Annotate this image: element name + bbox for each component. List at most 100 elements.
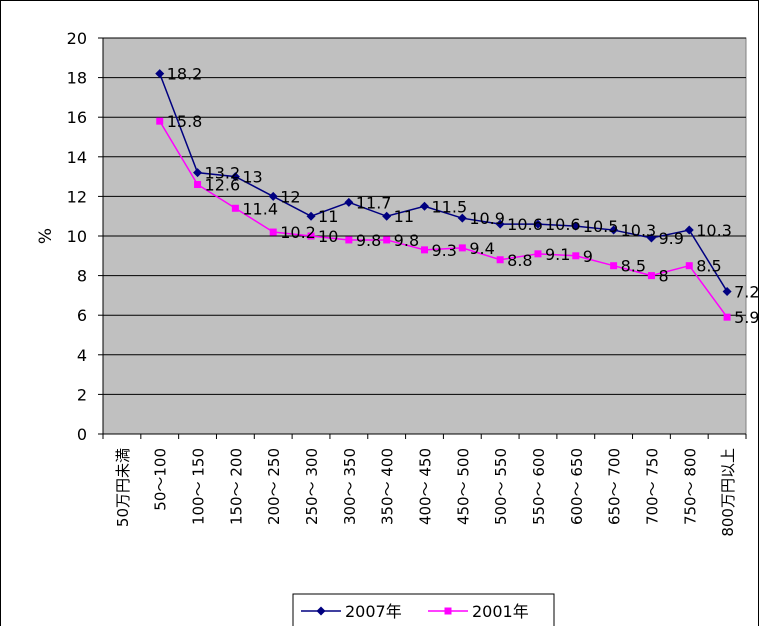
- data-label: 9.8: [394, 231, 419, 250]
- data-label: 11: [318, 207, 338, 226]
- x-tick-label: 750～ 800: [681, 448, 699, 525]
- data-point: [684, 225, 694, 235]
- x-tick-label: 350～ 400: [379, 448, 397, 525]
- data-label: 8.5: [621, 257, 646, 276]
- x-tick-label: 250～ 300: [303, 448, 321, 525]
- data-point: [496, 256, 504, 264]
- data-point: [194, 181, 202, 189]
- data-label: 11: [394, 207, 414, 226]
- x-tick-label: 600～ 650: [568, 448, 586, 525]
- y-tick-label: 16: [67, 108, 87, 127]
- data-point: [268, 191, 278, 201]
- data-label: 10.3: [621, 221, 657, 240]
- x-tick-label: 50万円未満: [114, 448, 132, 527]
- x-axis-ticks: 50万円未満 50～100 100～ 150 150～ 200 200～ 250 250～…: [102, 434, 747, 537]
- data-point: [230, 172, 240, 182]
- data-point: [723, 313, 731, 321]
- legend-label: 2007年: [345, 602, 402, 621]
- data-label: 10.6: [545, 215, 581, 234]
- data-point: [307, 232, 315, 240]
- data-point: [383, 236, 391, 244]
- series-line: [159, 120, 728, 318]
- data-label: 7.2: [734, 282, 759, 301]
- data-point: [344, 197, 354, 207]
- data-point: [495, 219, 505, 229]
- y-tick-label: 14: [67, 148, 87, 167]
- y-tick-label: 18: [67, 69, 87, 88]
- x-tick-label: 450～ 500: [454, 448, 472, 525]
- x-tick-label: 150～ 200: [227, 448, 245, 525]
- y-tick-label: 20: [67, 29, 87, 48]
- data-label: 12.6: [205, 176, 241, 195]
- data-point: [193, 168, 203, 178]
- data-point: [647, 272, 655, 280]
- y-tick-label: 0: [77, 425, 87, 444]
- data-label: 13.2: [205, 164, 241, 183]
- data-label: 5.9: [734, 308, 759, 327]
- data-point: [571, 221, 581, 231]
- x-tick-label: 50～100: [152, 448, 170, 511]
- data-label: 9.3: [432, 241, 457, 260]
- data-label: 10.3: [696, 221, 732, 240]
- data-label: 15.8: [167, 112, 203, 131]
- data-point: [610, 262, 618, 270]
- series-2: [156, 117, 731, 321]
- data-label: 11.4: [242, 199, 278, 218]
- data-label: 9.8: [356, 231, 381, 250]
- data-point: [722, 286, 732, 296]
- x-tick-label: 400～ 450: [417, 448, 435, 525]
- data-point: [156, 117, 164, 125]
- data-label: 18.2: [167, 65, 203, 84]
- data-label: 10.5: [583, 217, 619, 236]
- data-point: [457, 213, 467, 223]
- data-point: [572, 252, 580, 260]
- data-point: [609, 225, 619, 235]
- x-tick-label: 550～ 600: [530, 448, 548, 525]
- y-tick-label: 12: [67, 187, 87, 206]
- data-label: 12: [280, 187, 300, 206]
- y-tick-label: 2: [77, 385, 87, 404]
- data-point: [420, 201, 429, 211]
- data-point: [533, 219, 543, 229]
- y-tick-label: 10: [67, 227, 87, 246]
- x-tick-label: 300～ 350: [341, 448, 359, 525]
- x-tick-label: 650～ 700: [606, 448, 624, 525]
- data-label: 9.9: [658, 229, 683, 248]
- series-layer: [155, 69, 732, 321]
- legend-marker: [316, 606, 326, 616]
- data-point: [421, 246, 428, 254]
- data-label: 11.5: [432, 197, 468, 216]
- data-point: [155, 69, 165, 79]
- y-tick-label: 6: [77, 306, 87, 325]
- data-point: [345, 236, 353, 244]
- data-label: 10.9: [469, 209, 505, 228]
- legend-marker: [444, 607, 452, 615]
- legend-label: 2001年: [472, 602, 529, 621]
- data-label: 8: [658, 267, 668, 286]
- data-point: [685, 262, 693, 270]
- data-point: [534, 250, 542, 258]
- data-label: 9.1: [545, 245, 570, 264]
- x-tick-label: 800万円以上: [719, 448, 737, 537]
- data-label: 8.5: [696, 257, 721, 276]
- data-point: [458, 244, 466, 252]
- data-point: [231, 204, 239, 212]
- data-point: [269, 228, 277, 236]
- y-tick-label: 4: [77, 346, 87, 365]
- data-label: 11.7: [356, 193, 392, 212]
- series-line: [159, 73, 728, 292]
- data-point: [646, 233, 656, 243]
- legend: 2007年 2001年: [292, 593, 555, 626]
- data-point: [382, 211, 392, 221]
- data-label: 10.2: [280, 223, 316, 242]
- series-1: [155, 69, 732, 296]
- data-label: 13: [242, 168, 262, 187]
- x-tick-label: 200～ 250: [265, 448, 283, 525]
- data-label: 10.6: [507, 215, 543, 234]
- data-label: 9.4: [469, 239, 494, 258]
- gridlines: [103, 37, 746, 395]
- data-point: [306, 211, 316, 221]
- y-tick-label: 8: [77, 267, 87, 286]
